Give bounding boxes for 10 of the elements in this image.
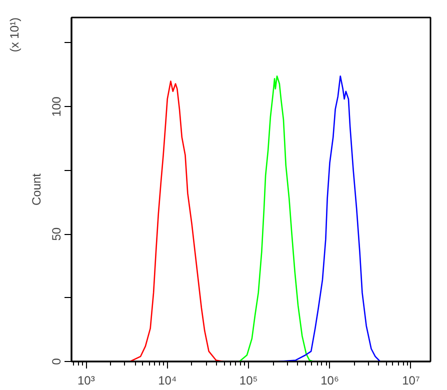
x-tick-label: 10⁴ <box>158 374 177 388</box>
y-tick-label: 100 <box>50 96 64 117</box>
y-axis-title: Count <box>30 172 44 206</box>
x-tick-label: 10³ <box>77 374 95 388</box>
y-tick-label: 50 <box>50 227 64 241</box>
x-tick-label: 10⁶ <box>320 374 339 388</box>
x-tick-label: 10⁷ <box>402 374 420 388</box>
text: (x 10¹) <box>8 17 22 52</box>
x-tick-label: 10⁵ <box>239 374 258 388</box>
y-tick-label: 0 <box>50 358 64 365</box>
